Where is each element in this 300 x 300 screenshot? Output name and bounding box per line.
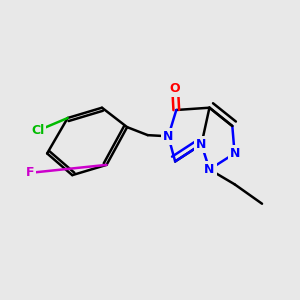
Text: N: N (230, 147, 240, 160)
Text: N: N (204, 163, 214, 176)
Text: N: N (196, 138, 207, 151)
Text: Cl: Cl (31, 124, 45, 137)
Text: O: O (170, 82, 181, 95)
Text: N: N (163, 130, 173, 143)
Text: F: F (26, 167, 34, 179)
